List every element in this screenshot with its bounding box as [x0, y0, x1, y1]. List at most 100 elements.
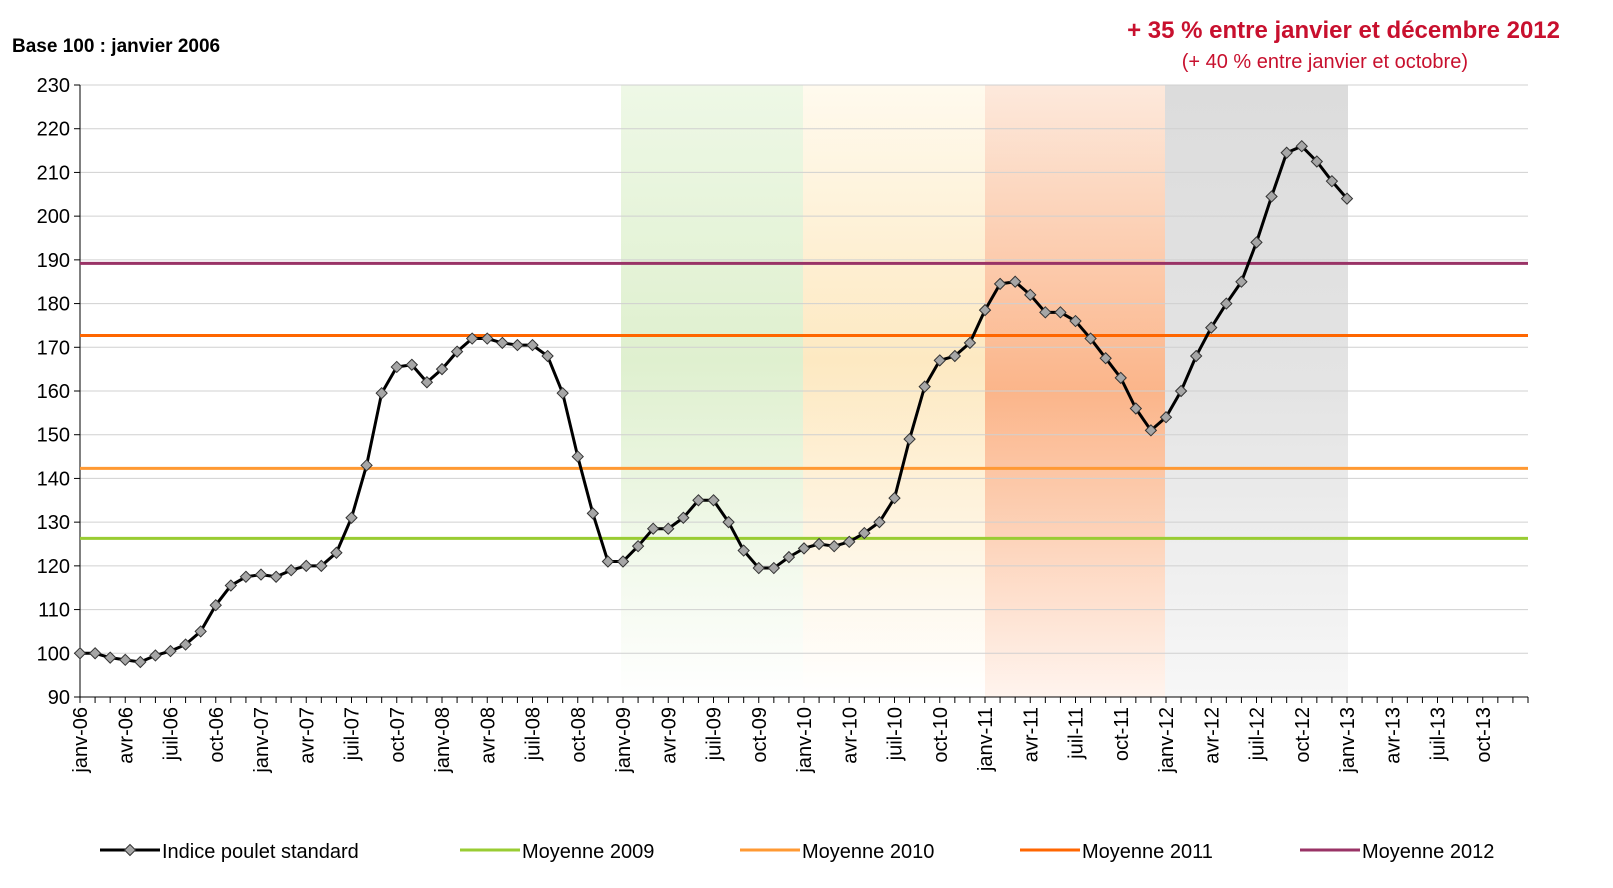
- data-point: [827, 539, 841, 553]
- data-point: [918, 380, 931, 393]
- data-point: [239, 570, 253, 583]
- data-point: [209, 598, 222, 612]
- data-point: [1144, 424, 1158, 437]
- x-tick-label: oct-06: [206, 707, 228, 763]
- x-tick-label: avr-12: [1201, 707, 1223, 764]
- data-point: [586, 507, 600, 520]
- x-tick-label: oct-07: [387, 707, 409, 763]
- y-tick-label: 160: [37, 381, 70, 403]
- data-point: [496, 336, 509, 350]
- x-tick-label: oct-12: [1292, 707, 1314, 763]
- data-point: [752, 561, 765, 575]
- y-tick-label: 230: [37, 75, 70, 97]
- data-point: [435, 362, 449, 376]
- data-point: [1099, 352, 1112, 365]
- x-tick-label: juil-08: [523, 707, 545, 761]
- data-point: [345, 511, 358, 524]
- data-point: [873, 515, 886, 529]
- data-point: [481, 332, 494, 345]
- data-point: [556, 386, 569, 400]
- data-point: [390, 360, 403, 374]
- data-point: [330, 546, 343, 559]
- data-point: [993, 277, 1007, 291]
- data-point: [662, 522, 675, 535]
- data-point: [73, 647, 87, 660]
- data-point: [149, 649, 162, 662]
- data-point: [1265, 190, 1278, 203]
- x-tick-label: avr-08: [477, 707, 499, 764]
- y-tick-label: 190: [37, 250, 70, 272]
- data-point: [677, 511, 690, 524]
- x-tick-label: janv-13: [1337, 707, 1359, 774]
- data-point: [978, 303, 992, 317]
- data-point: [375, 386, 388, 400]
- y-tick-label: 110: [38, 600, 70, 622]
- data-point: [707, 494, 720, 507]
- data-point: [1008, 275, 1022, 288]
- x-tick-label: avr-10: [839, 707, 861, 764]
- y-tick-label: 150: [37, 425, 70, 447]
- data-point: [1250, 236, 1263, 249]
- x-tick-label: juil-12: [1247, 707, 1269, 761]
- x-tick-label: juil-11: [1066, 707, 1088, 760]
- data-point: [948, 349, 962, 363]
- data-point: [450, 345, 464, 358]
- data-point: [1205, 321, 1218, 334]
- data-point: [1325, 174, 1339, 188]
- data-point: [284, 564, 298, 577]
- data-point: [1295, 139, 1308, 153]
- x-tick-label: avr-09: [658, 707, 680, 764]
- data-point: [405, 358, 419, 371]
- data-point: [601, 555, 615, 568]
- data-point: [420, 376, 434, 389]
- data-point: [737, 544, 750, 557]
- x-tick-label: janv-08: [432, 707, 454, 774]
- data-point: [1024, 288, 1037, 302]
- data-point: [164, 644, 177, 658]
- x-tick-label: janv-10: [794, 707, 816, 774]
- data-point: [797, 542, 811, 555]
- data-point: [692, 494, 705, 507]
- data-point: [1174, 384, 1188, 398]
- y-tick-label: 200: [37, 206, 70, 228]
- data-point: [1220, 297, 1233, 310]
- data-point: [903, 432, 916, 446]
- data-point: [812, 537, 826, 551]
- annotation: (+ 40 % entre janvier et octobre): [1182, 51, 1468, 73]
- legend-label: Moyenne 2009: [522, 841, 654, 863]
- x-tick-label: janv-06: [70, 707, 92, 774]
- legend-label: Moyenne 2012: [1362, 841, 1494, 863]
- y-tick-label: 220: [37, 119, 70, 141]
- legend-label: Moyenne 2011: [1082, 841, 1213, 863]
- data-point: [360, 459, 373, 472]
- data-point: [465, 332, 479, 345]
- data-point: [616, 555, 630, 568]
- legend-marker: [123, 843, 137, 857]
- data-point: [631, 539, 645, 553]
- data-point: [315, 559, 328, 573]
- data-point: [888, 491, 901, 505]
- x-tick-label: juil-06: [161, 707, 183, 761]
- x-tick-label: janv-07: [251, 707, 273, 774]
- data-point: [1129, 402, 1143, 415]
- data-point: [1054, 306, 1067, 319]
- y-tick-label: 90: [48, 687, 70, 709]
- x-tick-label: oct-11: [1111, 707, 1133, 761]
- x-tick-label: avr-07: [296, 707, 318, 764]
- data-point: [571, 450, 584, 463]
- data-point: [963, 336, 977, 350]
- data-point: [1159, 411, 1173, 424]
- data-point: [646, 522, 660, 535]
- x-tick-label: janv-11: [975, 707, 997, 772]
- data-point: [782, 550, 796, 564]
- data-point: [843, 535, 856, 549]
- y-tick-label: 100: [37, 643, 70, 665]
- data-point: [1280, 146, 1293, 159]
- y-tick-label: 210: [37, 162, 70, 184]
- x-tick-label: juil-07: [342, 707, 364, 761]
- data-point: [511, 338, 524, 352]
- data-point: [119, 653, 132, 667]
- legend-label: Indice poulet standard: [162, 841, 359, 863]
- data-point: [269, 570, 283, 583]
- legend-label: Moyenne 2010: [802, 841, 934, 863]
